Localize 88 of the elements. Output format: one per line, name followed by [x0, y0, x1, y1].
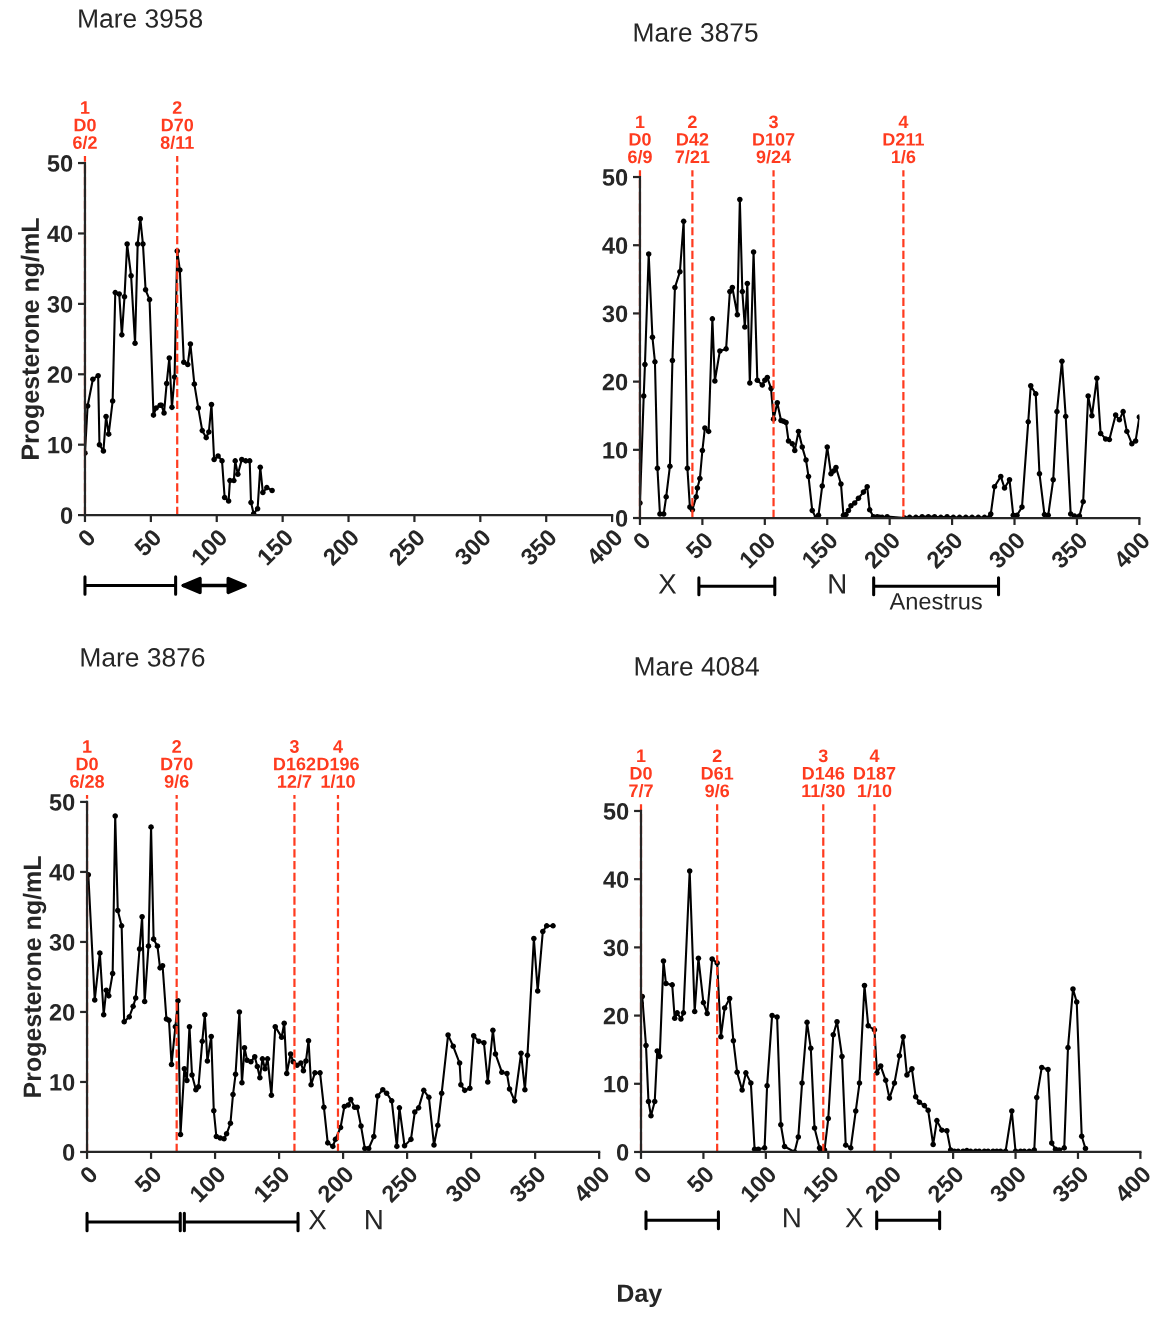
y-tick-label: 20: [49, 1004, 75, 1021]
y-tick-label: 20: [602, 373, 628, 391]
x-tick-label: 150: [256, 528, 295, 566]
y-tick-label: 50: [603, 803, 629, 820]
x-tick-label: 200: [316, 1164, 355, 1204]
y-tick-label: 40: [47, 225, 73, 243]
x-tick-label: 400: [584, 528, 624, 567]
x-tick-label: 250: [387, 528, 427, 567]
y-tick-label: 30: [603, 939, 629, 957]
x-axis-title: Day: [618, 1284, 663, 1308]
x-tick-label: 50: [684, 530, 714, 561]
x-tick-label: 400: [1112, 530, 1151, 570]
x-tick-label: 0: [76, 528, 97, 548]
x-tick-label: 200: [321, 528, 361, 567]
x-tick-label: 100: [188, 1164, 227, 1203]
y-tick-label: 30: [47, 295, 73, 313]
x-tick-label: 300: [453, 528, 492, 567]
x-tick-label: 0: [632, 1164, 653, 1185]
x-tick-label: 400: [572, 1164, 611, 1204]
x-tick-label: 100: [739, 1164, 778, 1203]
ref-line-label: 3 D162 12/7: [274, 740, 316, 789]
x-tick-label: 50: [133, 1164, 163, 1195]
text: N: [784, 1208, 800, 1228]
x-tick-label: 300: [444, 1164, 483, 1204]
text: X: [658, 574, 677, 594]
x-tick-label: 350: [519, 528, 558, 567]
ref-line-label: 3 D107 9/24: [753, 115, 795, 164]
x-tick-label: 300: [987, 530, 1027, 570]
x-tick-label: 250: [926, 1164, 965, 1204]
x-tick-label: 150: [801, 1164, 840, 1203]
ref-line-label: 1 D0 6/9: [628, 115, 652, 164]
x-tick-label: 0: [78, 1164, 99, 1185]
x-tick-label: 350: [1050, 1164, 1090, 1204]
y-tick-label: 50: [49, 794, 75, 811]
text: Anestrus: [889, 593, 982, 610]
text: N: [829, 574, 845, 594]
ref-line-label: 4 D187 1/10: [854, 749, 896, 798]
x-tick-label: 100: [190, 528, 229, 566]
y-tick-label: 40: [602, 237, 628, 255]
y-tick-label: 20: [603, 1007, 629, 1025]
y-tick-label: 10: [603, 441, 628, 459]
text: X: [308, 1210, 327, 1230]
chart-title: Mare 3876: [81, 648, 205, 667]
text: X: [845, 1208, 863, 1228]
x-tick-label: 400: [1113, 1164, 1152, 1204]
ref-line-label: 1 D0 6/28: [70, 740, 105, 789]
y-tick-label: 0: [615, 510, 628, 527]
ref-line-label: 1 D0 7/7: [629, 749, 653, 798]
x-tick-label: 50: [685, 1164, 716, 1195]
y-tick-label: 0: [617, 1144, 629, 1161]
x-tick-label: 100: [738, 530, 777, 569]
ref-line-label: 2 D70 8/11: [160, 101, 194, 150]
x-tick-label: 350: [1049, 530, 1089, 570]
y-axis-title: Progesterone ng/mL: [20, 218, 45, 459]
x-tick-label: 250: [925, 530, 964, 570]
ref-line-label: 2 D42 7/21: [675, 115, 710, 164]
y-tick-label: 50: [47, 155, 73, 172]
y-tick-label: 50: [602, 169, 628, 186]
ref-line-label: 2 D61 9/6: [701, 749, 734, 798]
ref-line-label: 3 D146 11/30: [802, 749, 845, 798]
y-tick-label: 30: [602, 305, 628, 323]
x-tick-label: 150: [252, 1164, 291, 1203]
y-tick-label: 0: [63, 1144, 75, 1161]
x-tick-label: 0: [631, 530, 652, 551]
chart-title: Mare 3958: [79, 9, 203, 28]
text: N: [366, 1210, 382, 1230]
y-tick-label: 0: [60, 507, 73, 524]
x-tick-label: 200: [862, 530, 902, 570]
ref-line-label: 4 D211 1/6: [883, 115, 924, 164]
x-tick-label: 300: [988, 1164, 1028, 1204]
y-tick-label: 30: [49, 934, 75, 951]
y-tick-label: 10: [50, 1074, 75, 1091]
ref-line-label: 4 D196 1/10: [317, 740, 359, 789]
x-tick-label: 250: [380, 1164, 419, 1204]
ref-line-label: 1 D0 6/2: [73, 101, 97, 150]
chart-title: Mare 3875: [634, 23, 758, 42]
ref-line-label: 2 D70 9/6: [161, 740, 193, 789]
y-tick-label: 40: [49, 864, 75, 881]
y-axis-title: Progesterone ng/mL: [22, 856, 47, 1097]
y-tick-label: 40: [603, 871, 629, 888]
chart-title: Mare 4084: [635, 657, 759, 676]
x-tick-label: 50: [133, 528, 163, 558]
y-tick-label: 10: [48, 436, 73, 454]
x-tick-label: 200: [863, 1164, 903, 1204]
x-tick-label: 150: [800, 530, 839, 569]
y-tick-label: 20: [47, 366, 73, 384]
x-tick-label: 350: [508, 1164, 547, 1204]
y-tick-label: 10: [604, 1075, 629, 1093]
